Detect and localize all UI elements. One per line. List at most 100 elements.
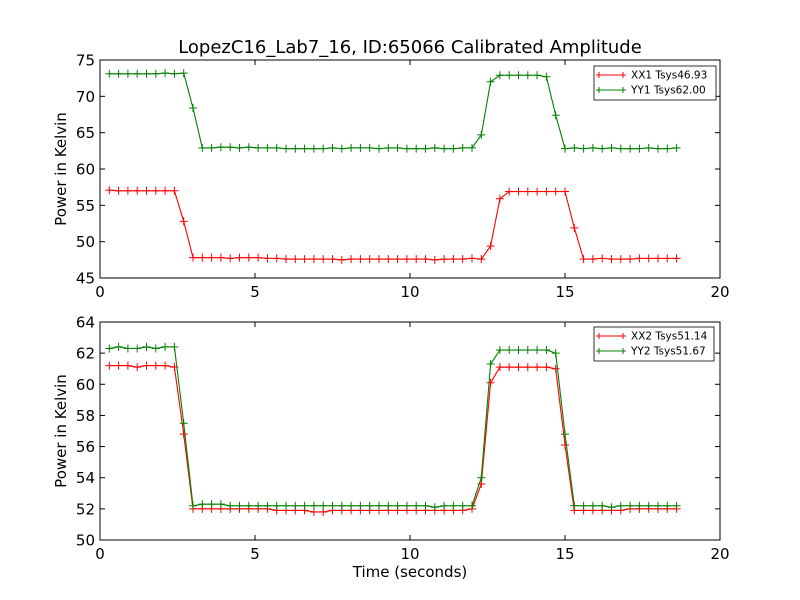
data-point-marker	[542, 363, 551, 372]
data-point-marker	[161, 186, 170, 195]
x-tick-label: 10	[400, 283, 419, 301]
data-point-marker	[542, 72, 551, 81]
data-point-marker	[309, 255, 318, 264]
x-tick-label: 15	[555, 545, 574, 563]
data-point-marker	[235, 143, 244, 152]
data-point-marker	[347, 255, 356, 264]
data-point-marker	[523, 71, 532, 80]
data-point-marker	[244, 501, 253, 510]
data-point-marker	[551, 187, 560, 196]
data-point-marker	[179, 217, 188, 226]
data-point-marker	[505, 71, 514, 80]
data-point-marker	[514, 71, 523, 80]
data-point-marker	[393, 255, 402, 264]
data-point-marker	[561, 187, 569, 196]
y-tick-label: 60	[76, 376, 95, 394]
legend-box	[593, 326, 715, 362]
y-tick-label: 45	[76, 270, 95, 288]
data-point-marker	[654, 144, 662, 153]
data-point-marker	[365, 143, 374, 152]
data-point-marker	[561, 441, 569, 450]
data-point-marker	[114, 69, 123, 78]
data-point-marker	[486, 360, 495, 369]
data-point-marker	[151, 361, 160, 370]
data-point-marker	[533, 71, 542, 80]
y-tick-label: 55	[76, 197, 95, 215]
data-point-marker	[123, 69, 132, 78]
data-point-marker	[468, 143, 476, 152]
data-point-marker	[654, 254, 662, 263]
data-point-marker	[347, 501, 356, 510]
data-point-marker	[282, 144, 290, 153]
data-point-marker	[551, 349, 560, 358]
data-point-marker	[561, 144, 569, 153]
data-point-marker	[570, 501, 579, 510]
data-point-marker	[616, 255, 625, 264]
data-point-marker	[179, 69, 188, 78]
data-point-marker	[402, 144, 411, 153]
data-point-marker	[161, 69, 170, 78]
data-point-marker	[421, 144, 430, 153]
x-tick-label: 5	[250, 545, 260, 563]
data-point-marker	[105, 344, 114, 353]
data-point-marker	[523, 363, 532, 372]
data-point-marker	[263, 254, 272, 263]
data-point-marker	[468, 254, 476, 263]
data-point-marker	[477, 130, 486, 139]
data-point-marker	[635, 501, 644, 510]
data-point-marker	[189, 253, 197, 262]
data-point-marker	[421, 501, 430, 510]
data-point-marker	[384, 143, 393, 152]
data-point-marker	[105, 361, 114, 370]
data-point-marker	[616, 144, 625, 153]
data-point-marker	[198, 500, 207, 509]
data-point-marker	[235, 501, 244, 510]
data-point-marker	[133, 344, 142, 353]
data-point-marker	[412, 255, 421, 264]
data-point-marker	[505, 346, 514, 355]
data-point-marker	[356, 143, 365, 152]
data-point-marker	[644, 501, 653, 510]
data-point-marker	[430, 255, 439, 264]
data-point-marker	[114, 342, 123, 351]
data-point-marker	[598, 501, 607, 510]
data-point-marker	[328, 143, 337, 152]
data-point-marker	[393, 143, 402, 152]
data-point-marker	[337, 255, 346, 264]
data-point-marker	[123, 361, 132, 370]
data-point-marker	[189, 501, 197, 510]
legend-label: YY2 Tsys51.67	[630, 346, 706, 358]
data-point-marker	[170, 342, 179, 351]
data-point-marker	[300, 255, 309, 264]
data-point-marker	[347, 143, 356, 152]
data-point-marker	[533, 363, 542, 372]
data-point-marker	[375, 255, 383, 264]
data-point-marker	[207, 143, 216, 152]
bottom-plot-panel: 0 5 10 15 20 50 52 54 56 58 60 62 64 Power in Kelvin T…	[52, 314, 730, 582]
data-point-marker	[626, 501, 635, 510]
data-point-marker	[486, 378, 495, 387]
legend-label: YY1 Tsys62.00	[630, 85, 706, 97]
data-point-marker	[514, 346, 523, 355]
data-point-marker	[272, 501, 281, 510]
data-point-marker	[440, 501, 449, 510]
data-point-marker	[319, 255, 328, 264]
data-point-marker	[607, 143, 616, 152]
data-point-marker	[254, 501, 263, 510]
data-point-marker	[505, 363, 514, 372]
legend-label: XX1 Tsys46.93	[631, 70, 707, 82]
data-point-marker	[570, 143, 579, 152]
data-point-marker	[449, 501, 458, 510]
legend-marker	[596, 333, 626, 339]
data-point-marker	[402, 501, 411, 510]
data-point-marker	[356, 501, 365, 510]
data-point-marker	[579, 501, 588, 510]
y-tick-label: 54	[76, 469, 95, 487]
data-point-marker	[291, 144, 300, 153]
y-tick-label: 64	[76, 314, 95, 332]
data-point-marker	[495, 346, 504, 355]
y-axis-label: Power in Kelvin	[52, 112, 70, 226]
data-point-marker	[514, 187, 523, 196]
data-point-marker	[365, 255, 374, 264]
